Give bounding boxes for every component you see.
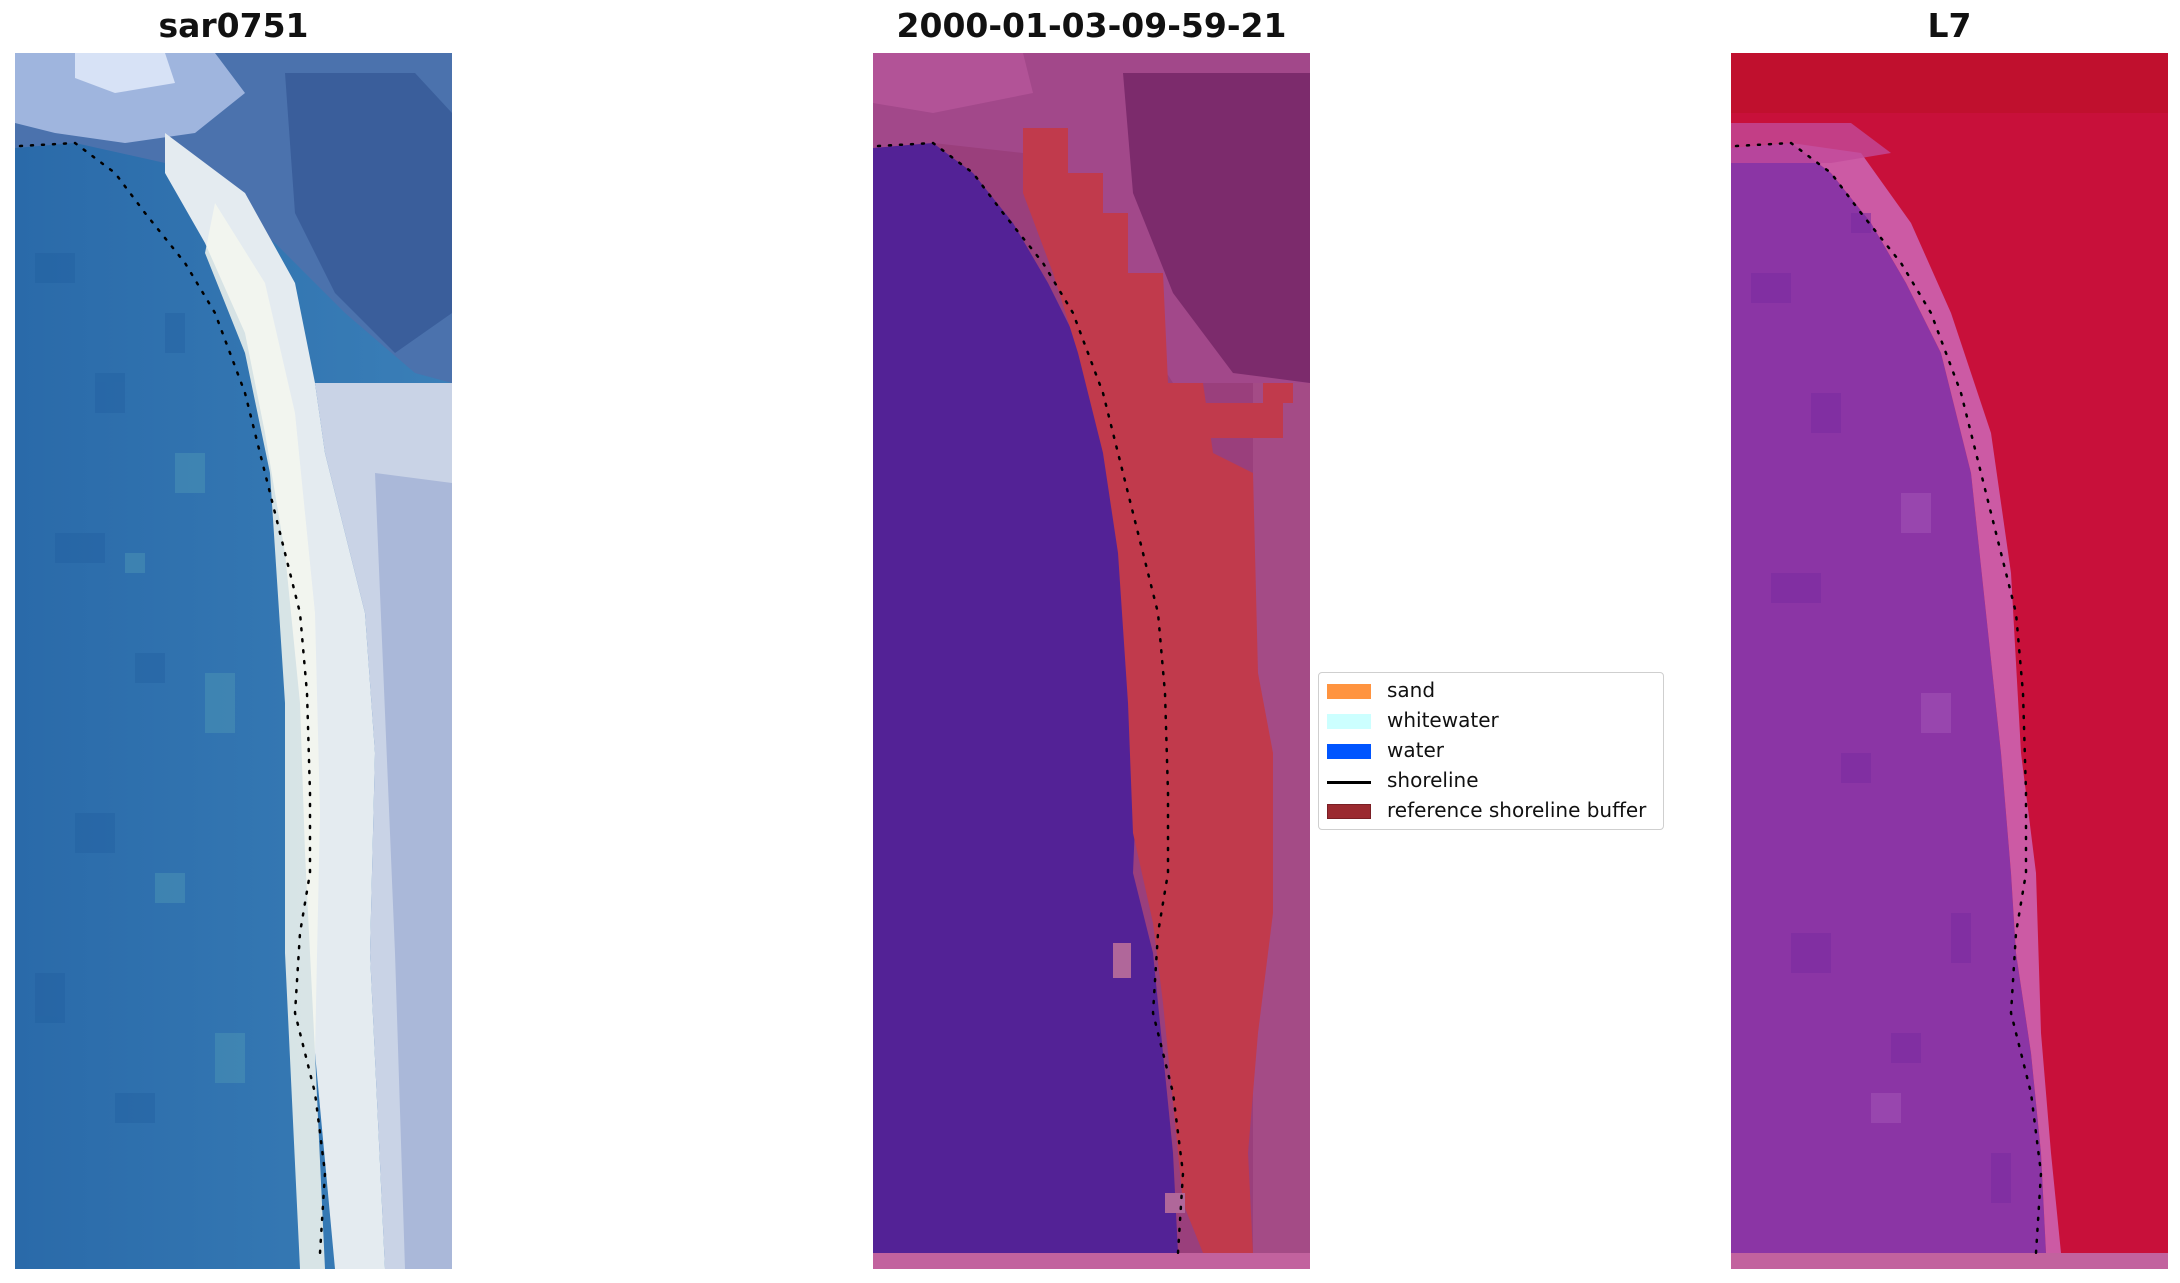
panel-title-false-color: L7 — [1927, 6, 1972, 45]
classified-image-panel — [873, 53, 1310, 1269]
legend-item-reference-shoreline-buffer: reference shoreline buffer — [1319, 795, 1663, 825]
legend: sand whitewater water shoreline referenc… — [1318, 672, 1664, 830]
panel-title-rgb: sar0751 — [158, 6, 309, 45]
sand-swatch — [1327, 684, 1371, 699]
classified-image — [873, 53, 1310, 1269]
legend-label: reference shoreline buffer — [1387, 798, 1647, 822]
false-color-image-panel — [1731, 53, 2168, 1269]
panel-title-classified: 2000-01-03-09-59-21 — [896, 6, 1287, 45]
legend-item-sand: sand — [1319, 675, 1663, 705]
legend-label: shoreline — [1387, 768, 1479, 792]
rgb-image — [15, 53, 452, 1269]
legend-item-shoreline: shoreline — [1319, 765, 1663, 795]
buffer-swatch — [1327, 804, 1371, 819]
legend-label: whitewater — [1387, 708, 1499, 732]
water-swatch — [1327, 744, 1371, 759]
legend-item-whitewater: whitewater — [1319, 705, 1663, 735]
legend-item-water: water — [1319, 735, 1663, 765]
whitewater-swatch — [1327, 714, 1371, 729]
legend-label: water — [1387, 738, 1444, 762]
false-color-image — [1731, 53, 2168, 1269]
legend-label: sand — [1387, 678, 1436, 702]
shoreline-line-icon — [1327, 781, 1371, 784]
rgb-image-panel — [15, 53, 452, 1269]
